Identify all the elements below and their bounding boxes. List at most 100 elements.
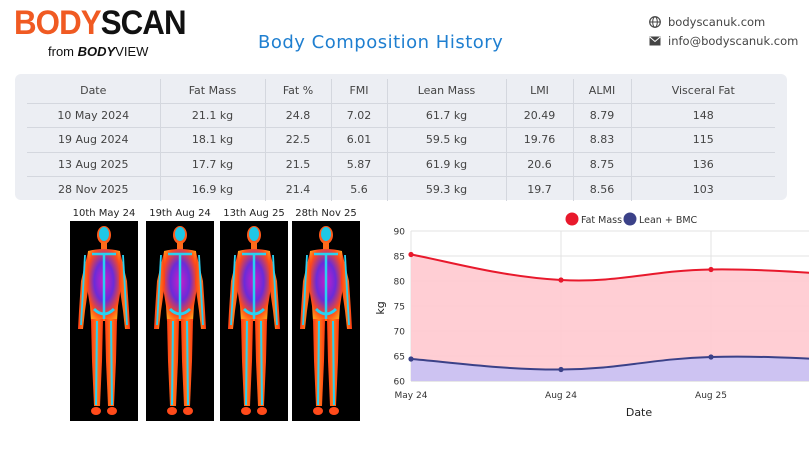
body-scan-image bbox=[292, 221, 360, 421]
scan-card: 13th Aug 25 bbox=[220, 207, 288, 421]
chart-points bbox=[408, 251, 714, 373]
y-tick-label: 80 bbox=[394, 278, 406, 288]
table-cell: 8.75 bbox=[573, 151, 632, 177]
data-point-fat-mass bbox=[408, 251, 414, 258]
area-lean-bmc bbox=[411, 356, 809, 381]
body-scan-image bbox=[220, 221, 288, 421]
table-row: 28 Nov 2025 16.9 kg 21.4 5.6 59.3 kg 19.… bbox=[27, 176, 775, 201]
x-tick-label: May 24 bbox=[395, 391, 428, 401]
table-cell: 20.49 bbox=[506, 102, 574, 128]
table-row: 19 Aug 2024 18.1 kg 22.5 6.01 59.5 kg 19… bbox=[27, 127, 775, 152]
scan-date-label: 19th Aug 24 bbox=[149, 208, 211, 219]
globe-icon bbox=[649, 16, 661, 28]
page-title: Body Composition History bbox=[258, 32, 504, 53]
table-cell: 19 Aug 2024 bbox=[27, 127, 161, 152]
chart-areas bbox=[411, 254, 809, 381]
table-cell: 24.8 bbox=[265, 102, 332, 128]
table-cell: 8.56 bbox=[573, 176, 632, 201]
table-cell: 61.7 kg bbox=[387, 102, 507, 128]
contact-email[interactable]: info@bodyscanuk.com bbox=[649, 34, 798, 48]
table-cell: 19.7 bbox=[506, 176, 574, 201]
body-scan-image bbox=[146, 221, 214, 421]
data-point-lean-bmc bbox=[408, 356, 414, 362]
email-text[interactable]: info@bodyscanuk.com bbox=[668, 34, 799, 48]
legend-marker-fat-mass bbox=[565, 212, 579, 226]
scan-card: 10th May 24 bbox=[70, 207, 138, 421]
x-tick-label: Aug 24 bbox=[545, 391, 577, 401]
legend-label-lean-bmc: Lean + BMC bbox=[639, 215, 698, 226]
table-cell: 8.79 bbox=[573, 102, 632, 128]
table-cell: 8.83 bbox=[573, 127, 632, 152]
table-cell: 6.01 bbox=[331, 127, 388, 152]
chart-lines bbox=[410, 253, 809, 371]
header-visceral-fat: Visceral Fat bbox=[671, 84, 735, 98]
table-row: 10 May 2024 21.1 kg 24.8 7.02 61.7 kg 20… bbox=[27, 102, 775, 128]
line-lean-bmc bbox=[410, 355, 809, 371]
table-cell: 20.6 bbox=[506, 151, 574, 177]
table-cell: 59.5 kg bbox=[387, 127, 507, 152]
scan-card: 19th Aug 24 bbox=[146, 207, 214, 421]
table-row: 13 Aug 2025 17.7 kg 21.5 5.87 61.9 kg 20… bbox=[27, 151, 775, 177]
y-tick-label: 60 bbox=[394, 378, 406, 388]
y-axis-ticks: 60 65 70 75 80 85 90 bbox=[394, 228, 406, 388]
table-cell: 19.76 bbox=[506, 127, 574, 152]
x-axis-label: Date bbox=[626, 406, 653, 419]
composition-chart: Fat Mass Lean + BMC 60 65 70 75 80 85 90 May 2… bbox=[374, 212, 809, 419]
data-point-lean-bmc bbox=[558, 366, 564, 373]
table-cell: 148 bbox=[631, 102, 775, 128]
header-fat-mass: Fat Mass bbox=[160, 79, 266, 103]
envelope-icon bbox=[649, 36, 661, 46]
scan-date-label: 10th May 24 bbox=[72, 208, 136, 219]
table-cell: 21.4 bbox=[265, 176, 332, 201]
y-tick-label: 90 bbox=[394, 228, 406, 238]
table-cell: 21.5 bbox=[265, 151, 332, 177]
table-cell: 5.6 bbox=[331, 176, 388, 201]
legend-label-fat-mass: Fat Mass bbox=[581, 215, 622, 226]
y-tick-label: 65 bbox=[394, 353, 405, 363]
table-cell: 17.7 kg bbox=[160, 151, 266, 177]
y-tick-label: 70 bbox=[394, 328, 406, 338]
data-point-fat-mass bbox=[708, 266, 714, 273]
area-fat-mass bbox=[411, 254, 809, 381]
table-cell: 28 Nov 2025 bbox=[27, 176, 161, 201]
table-cell: 136 bbox=[631, 151, 775, 177]
scan-date-label: 28th Nov 25 bbox=[295, 208, 357, 219]
y-tick-label: 75 bbox=[394, 303, 405, 313]
table-cell: 10 May 2024 bbox=[27, 102, 161, 128]
table-cell: 7.02 bbox=[331, 102, 388, 128]
table-cell: 103 bbox=[631, 176, 775, 201]
table-cell: 18.1 kg bbox=[160, 127, 266, 152]
legend-marker-lean-bmc bbox=[623, 212, 637, 226]
header-date: Date bbox=[27, 79, 161, 103]
data-point-lean-bmc bbox=[708, 354, 714, 360]
logo-wordmark: BODYSCAN bbox=[14, 4, 187, 42]
line-fat-mass bbox=[410, 253, 809, 282]
data-point-fat-mass bbox=[558, 277, 564, 283]
x-axis-ticks: May 24 Aug 24 Aug 25 bbox=[395, 391, 727, 401]
website-text[interactable]: bodyscanuk.com bbox=[668, 15, 766, 29]
header-lmi: LMI bbox=[506, 79, 574, 103]
contact-website[interactable]: bodyscanuk.com bbox=[649, 15, 765, 29]
header-lean-mass: Lean Mass bbox=[387, 79, 507, 103]
scan-date-label: 13th Aug 25 bbox=[223, 208, 285, 219]
y-axis-label: kg bbox=[374, 301, 387, 314]
brand-logo: BODYSCAN from BODYVIEW bbox=[14, 4, 187, 60]
header-fat-percent: Fat % bbox=[265, 79, 332, 103]
chart-legend: Fat Mass Lean + BMC bbox=[565, 212, 698, 226]
composition-table-card: Date Fat Mass Fat % FMI Lean Mass LMI AL… bbox=[15, 74, 787, 201]
table-cell: 61.9 kg bbox=[387, 151, 507, 177]
table-cell: 22.5 bbox=[265, 127, 332, 152]
y-tick-label: 85 bbox=[394, 253, 405, 263]
body-scan-image bbox=[70, 221, 138, 421]
scan-card: 28th Nov 25 bbox=[292, 207, 360, 421]
table-cell: 59.3 kg bbox=[387, 176, 507, 201]
table-cell: 16.9 kg bbox=[160, 176, 266, 201]
table-cell: 5.87 bbox=[331, 151, 388, 177]
header-almi: ALMI bbox=[573, 79, 632, 103]
table-header-row: Date Fat Mass Fat % FMI Lean Mass LMI AL… bbox=[27, 79, 775, 103]
header-fmi: FMI bbox=[331, 79, 388, 103]
composition-table: Date Fat Mass Fat % FMI Lean Mass LMI AL… bbox=[27, 79, 775, 201]
table-cell: 13 Aug 2025 bbox=[27, 151, 161, 177]
table-cell: 21.1 kg bbox=[160, 102, 266, 128]
x-tick-label: Aug 25 bbox=[695, 391, 727, 401]
